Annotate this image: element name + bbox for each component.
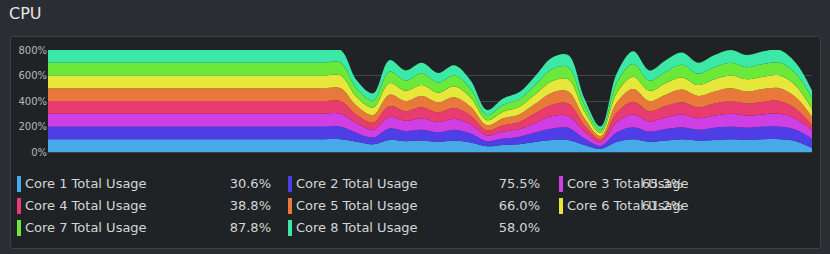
html-text:Core 6 Total Usage: Core 6 Total Usage [567,198,689,213]
svg-text:200%: 200% [18,121,47,132]
html-text:58.0%: 58.0% [498,220,540,235]
html-text:75.5%: 75.5% [498,176,540,191]
html-text:66.0%: 66.0% [498,198,540,213]
svg-text:600%: 600% [18,70,47,81]
html-text:61.2%: 61.2% [641,198,683,213]
html-text:87.8%: 87.8% [229,220,271,235]
svg-text:800%: 800% [18,45,47,56]
html-text:Core 3 Total Usage: Core 3 Total Usage [567,176,689,191]
html-text:CPU: CPU [9,4,42,23]
html-text:Core 7 Total Usage: Core 7 Total Usage [25,220,147,235]
html-text:Core 5 Total Usage: Core 5 Total Usage [296,198,418,213]
html-text:30.6%: 30.6% [229,176,271,191]
html-text:Core 2 Total Usage: Core 2 Total Usage [296,176,418,191]
html-text:65.3%: 65.3% [641,176,683,191]
html-text:38.8%: 38.8% [229,198,271,213]
html-text:Core 4 Total Usage: Core 4 Total Usage [25,198,147,213]
svg-text:0%: 0% [31,147,47,158]
svg-text:400%: 400% [18,96,47,107]
html-text:Core 8 Total Usage: Core 8 Total Usage [296,220,418,235]
html-text:Core 1 Total Usage: Core 1 Total Usage [25,176,147,191]
